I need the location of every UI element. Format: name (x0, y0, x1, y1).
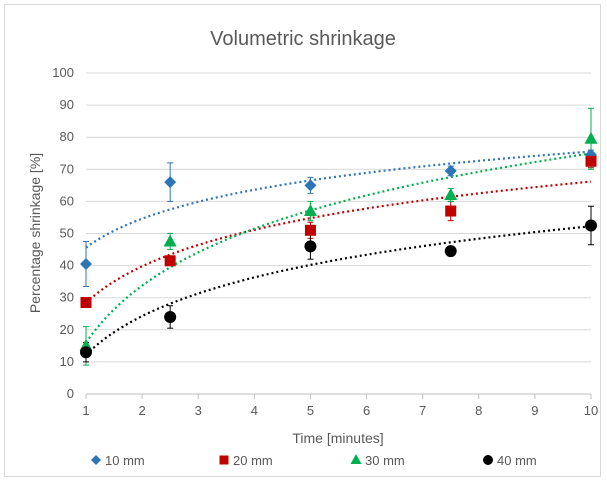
legend-marker (219, 455, 229, 465)
legend-marker (350, 454, 362, 464)
data-markers (79, 131, 598, 359)
data-point (80, 257, 92, 270)
x-tick-label: 1 (82, 403, 89, 418)
x-tick-label: 3 (195, 403, 202, 418)
legend-label: 10 mm (105, 453, 145, 468)
error-bars (83, 107, 594, 366)
data-point (303, 204, 317, 217)
x-tick-label: 2 (138, 403, 145, 418)
x-tick-label: 7 (419, 403, 426, 418)
trendlines (85, 150, 592, 356)
gridlines (86, 72, 591, 395)
y-axis-label: Percentage shrinkage [%] (27, 153, 43, 313)
data-point (163, 234, 177, 247)
y-tick-label: 90 (60, 97, 74, 112)
y-tick-label: 10 (60, 354, 74, 369)
data-point (585, 155, 597, 167)
y-tick-label: 40 (60, 258, 74, 273)
y-tick-label: 100 (52, 65, 74, 80)
data-point (444, 164, 457, 177)
trendline-series-3 (85, 152, 592, 344)
y-tick-label: 60 (60, 193, 74, 208)
data-point (304, 179, 317, 192)
data-point (164, 255, 176, 267)
x-tick-label: 6 (363, 403, 370, 418)
data-point (445, 205, 457, 217)
x-tick-label: 10 (584, 403, 598, 418)
x-tick-label: 9 (531, 403, 538, 418)
legend-marker (91, 455, 101, 465)
trendline-series-4 (85, 225, 592, 356)
x-tick-label: 4 (251, 403, 258, 418)
y-tick-label: 0 (67, 386, 74, 401)
axes: 0 10 20 30 40 50 60 70 80 90 100 1 2 3 4 5 6 7 8 9 10 (52, 65, 598, 418)
y-tick-label: 70 (60, 161, 74, 176)
chart-title: Volumetric shrinkage (210, 28, 396, 50)
legend-label: 30 mm (365, 453, 405, 468)
chart-frame (4, 4, 601, 477)
data-point (444, 245, 457, 258)
data-point (584, 131, 598, 144)
data-point (585, 219, 597, 232)
x-tick-label: 8 (475, 403, 482, 418)
y-tick-label: 20 (60, 322, 74, 337)
y-tick-label: 30 (60, 290, 74, 305)
data-point (304, 240, 317, 253)
data-point (80, 297, 92, 309)
legend-marker (483, 455, 493, 465)
data-point (80, 346, 92, 359)
legend: 10 mm 20 mm 30 mm 40 mm (91, 453, 537, 468)
data-point (304, 224, 316, 236)
trendline-series-2 (85, 180, 592, 304)
data-point (164, 310, 177, 323)
data-point (164, 176, 177, 189)
y-tick-label: 80 (60, 129, 74, 144)
data-point (444, 187, 458, 200)
legend-label: 20 mm (233, 453, 273, 468)
x-axis-label: Time [minutes] (292, 430, 383, 446)
x-tick-label: 5 (307, 403, 314, 418)
y-tick-label: 50 (60, 226, 74, 241)
legend-label: 40 mm (497, 453, 537, 468)
